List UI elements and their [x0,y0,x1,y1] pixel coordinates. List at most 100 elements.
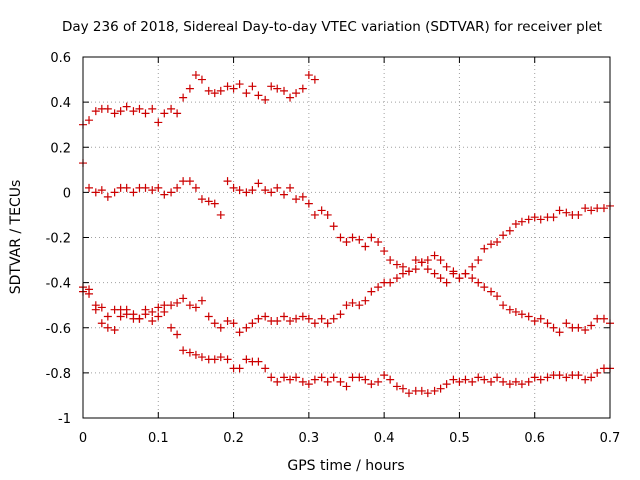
data-point [148,186,157,195]
data-point [380,371,389,380]
data-point [116,107,125,116]
data-point [160,301,169,310]
data-point [110,109,119,118]
data-point [248,82,257,91]
y-tick-label: -0.6 [46,322,71,337]
data-point [423,265,432,274]
data-point [342,301,351,310]
data-point [505,380,514,389]
data-point [103,323,112,332]
chart-title: Day 236 of 2018, Sidereal Day-to-day VTE… [62,19,602,35]
data-point [511,377,520,386]
data-point [179,294,188,303]
data-point [367,287,376,296]
data-point [505,305,514,314]
data-point [310,375,319,384]
data-point [97,186,106,195]
data-point [160,109,169,118]
x-axis-label: GPS time / hours [287,458,404,474]
data-point [386,256,395,265]
data-point [398,262,407,271]
data-point [511,307,520,316]
data-point [536,375,545,384]
data-point [280,86,289,95]
data-point [517,380,526,389]
data-point [487,287,496,296]
data-point [129,107,138,116]
data-point [329,222,338,231]
data-point [329,373,338,382]
data-point [449,375,458,384]
x-tick-label: 0.7 [600,431,621,446]
data-point [167,323,176,332]
data-point [374,283,383,292]
data-point [185,177,194,186]
data-point [555,206,564,215]
data-point [499,231,508,240]
data-point [480,375,489,384]
data-point [436,256,445,265]
y-tick-label: 0.6 [50,51,71,66]
data-point [191,350,200,359]
data-point [179,177,188,186]
data-point [562,319,571,328]
data-point [229,84,238,93]
data-point [593,314,602,323]
data-point [317,373,326,382]
data-point [581,375,590,384]
data-point [248,319,257,328]
y-tick-labels: -1 -0.8 -0.6 -0.4 -0.2 0 0.2 0.4 0.6 [46,51,71,427]
data-point [411,256,420,265]
data-point [179,93,188,102]
data-point [298,84,307,93]
data-point [442,278,451,287]
data-point [587,321,596,330]
x-tick-label: 0.6 [524,431,545,446]
x-tick-label: 0.2 [223,431,244,446]
data-point [480,244,489,253]
data-point [380,247,389,256]
data-point [148,307,157,316]
data-point [549,213,558,222]
data-point [430,386,439,395]
data-point [129,310,138,319]
y-axis-label: SDTVAR / TECUs [8,180,24,295]
data-point [210,355,219,364]
data-point [173,330,182,339]
data-point [348,298,357,307]
data-point [229,319,238,328]
data-point [267,188,276,197]
series-track-2 [79,159,614,287]
data-point [242,89,251,98]
data-point [280,373,289,382]
data-point [167,104,176,113]
y-tick-label: 0.2 [50,141,71,156]
data-point [505,226,514,235]
data-point [135,314,144,323]
data-point [197,75,206,84]
data-point [574,210,583,219]
data-point [122,305,131,314]
data-point [229,183,238,192]
data-point [487,240,496,249]
data-point [254,314,263,323]
data-point [423,389,432,398]
data-point [417,386,426,395]
data-point [185,348,194,357]
data-point [129,188,138,197]
data-point [304,71,313,80]
data-point [242,188,251,197]
data-point [436,274,445,283]
data-point [310,319,319,328]
data-point [273,316,282,325]
data-point [417,258,426,267]
data-point [292,314,301,323]
data-point [386,278,395,287]
data-point [292,89,301,98]
data-point [216,323,225,332]
data-point [517,217,526,226]
y-tick-label: 0.4 [50,96,71,111]
data-point [148,316,157,325]
data-point [304,314,313,323]
